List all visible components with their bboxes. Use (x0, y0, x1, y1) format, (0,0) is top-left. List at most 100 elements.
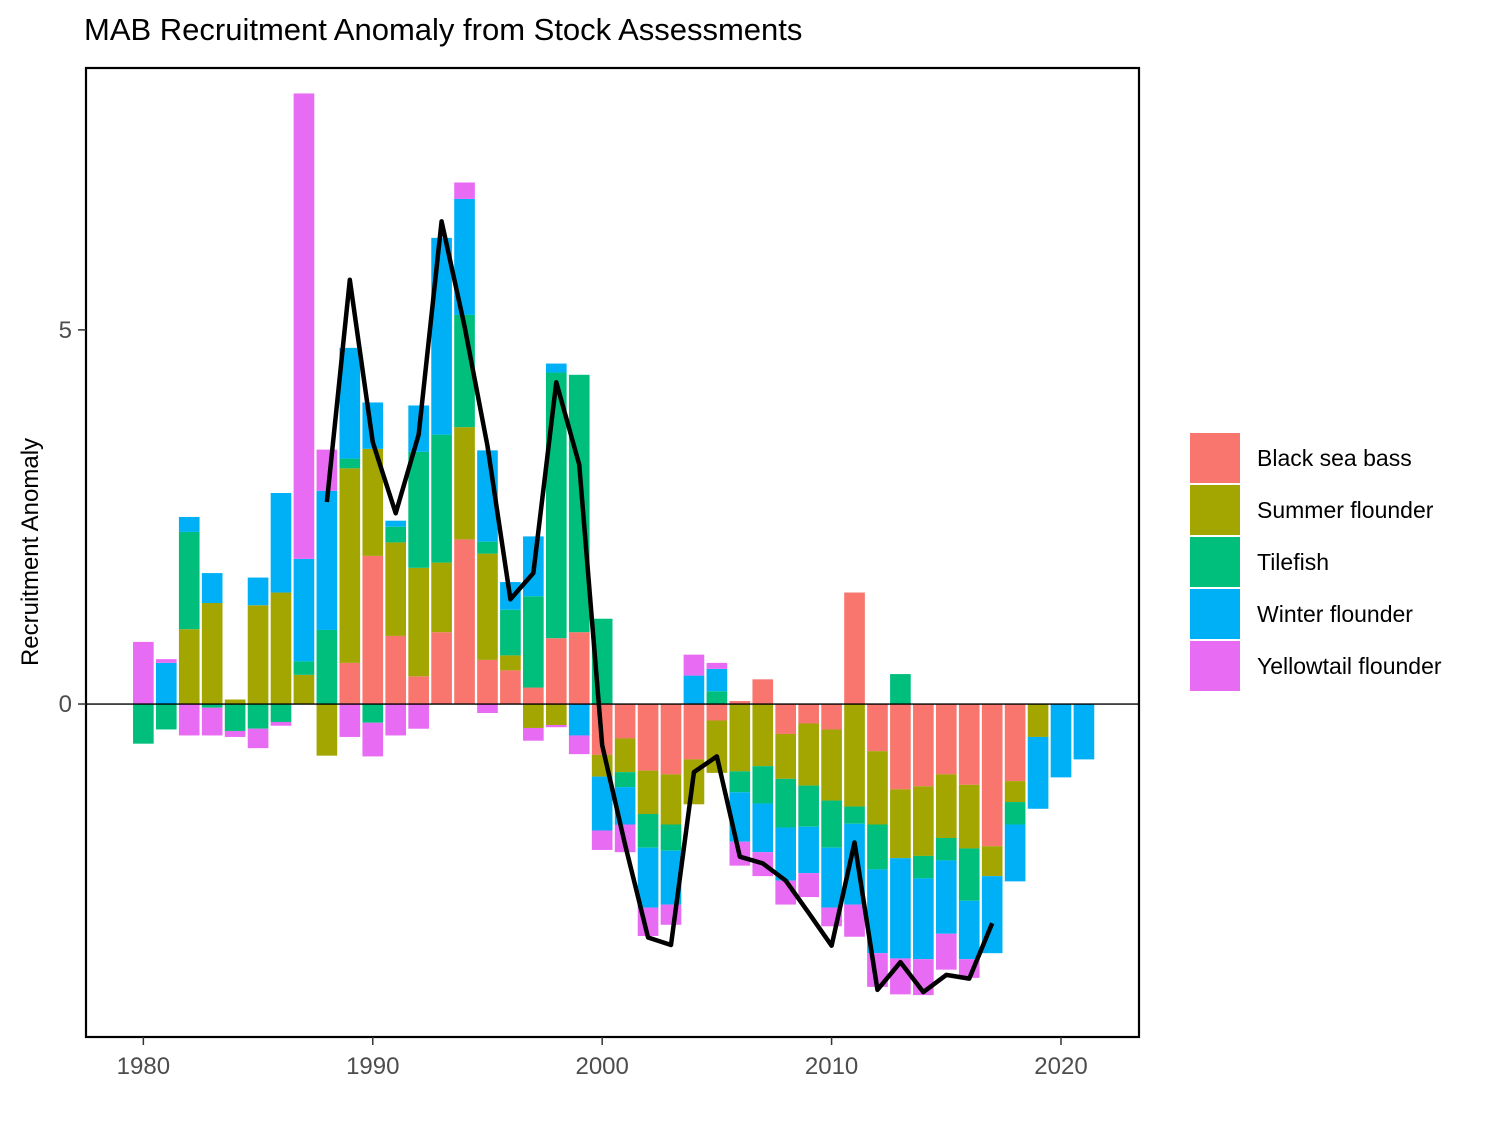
y-tick-label-0: 0 (59, 691, 72, 718)
bar-summer-flounder-1990 (362, 448, 384, 556)
bars-layer (133, 93, 1095, 996)
bar-winter-flounder-2013 (890, 858, 911, 959)
bar-yellowtail-flounder-1985 (247, 728, 269, 749)
bar-tilefish-2008 (775, 778, 797, 828)
bar-winter-flounder-2018 (1004, 824, 1026, 882)
bar-winter-flounder-1994 (454, 198, 475, 315)
bar-yellowtail-flounder-2005 (706, 662, 728, 669)
bar-tilefish-2011 (844, 806, 865, 824)
total-anomaly-line (324, 219, 995, 995)
bar-winter-flounder-2015 (935, 860, 957, 934)
bar-winter-flounder-2005 (706, 668, 728, 692)
bar-black-sea-bass-2004 (683, 704, 705, 760)
bar-tilefish-1988 (316, 629, 338, 705)
bar-yellowtail-flounder-1982 (178, 704, 200, 736)
bar-yellowtail-flounder-1998 (545, 724, 567, 728)
bar-tilefish-2018 (1004, 802, 1026, 825)
bar-black-sea-bass-1998 (545, 638, 567, 705)
y-tick-label-5: 5 (59, 317, 72, 344)
bar-tilefish-1995 (477, 541, 498, 554)
bar-black-sea-bass-2018 (1004, 704, 1026, 782)
chart-title: MAB Recruitment Anomaly from Stock Asses… (84, 12, 803, 47)
bar-winter-flounder-2007 (752, 803, 774, 853)
bar-summer-flounder-1986 (270, 592, 292, 705)
bar-winter-flounder-2000 (591, 776, 613, 831)
legend: Black sea bass Summer flounder Tilefish Win… (1190, 433, 1442, 691)
bar-yellowtail-flounder-1995 (477, 704, 498, 714)
bar-winter-flounder-1999 (568, 704, 590, 736)
bar-summer-flounder-1993 (431, 562, 452, 633)
bar-summer-flounder-1983 (201, 603, 223, 705)
legend-key-yellowtail-flounder (1190, 641, 1240, 691)
bar-tilefish-1990 (362, 704, 384, 723)
bar-tilefish-1992 (408, 451, 429, 568)
axes-layer: 1980 1990 2000 2010 2020 0 5 (59, 317, 1088, 1080)
bar-summer-flounder-1994 (454, 427, 475, 540)
bar-summer-flounder-2013 (890, 789, 911, 859)
bar-winter-flounder-1988 (316, 490, 338, 630)
bar-black-sea-bass-2016 (958, 704, 980, 785)
bar-summer-flounder-2007 (752, 704, 774, 767)
bar-yellowtail-flounder-1984 (224, 730, 246, 737)
bar-yellowtail-flounder-2000 (591, 830, 613, 850)
bar-summer-flounder-2001 (614, 738, 636, 773)
bar-black-sea-bass-2010 (821, 704, 842, 730)
legend-key-black-sea-bass (1190, 433, 1240, 483)
bar-tilefish-2003 (660, 824, 682, 851)
x-tick-label-2000: 2000 (575, 1053, 628, 1080)
bar-black-sea-bass-2017 (981, 704, 1003, 847)
bar-yellowtail-flounder-1989 (339, 704, 361, 737)
bar-yellowtail-flounder-2009 (798, 873, 819, 898)
bar-summer-flounder-2018 (1004, 781, 1026, 803)
bar-winter-flounder-2020 (1050, 704, 1072, 778)
bar-winter-flounder-1987 (293, 558, 315, 662)
bar-tilefish-1987 (293, 661, 315, 675)
total-line-layer (324, 219, 995, 995)
bar-black-sea-bass-2005 (706, 704, 728, 721)
bar-tilefish-2007 (752, 766, 774, 804)
bar-tilefish-2002 (637, 814, 659, 848)
bar-tilefish-2009 (798, 785, 819, 827)
bar-yellowtail-flounder-1983 (201, 707, 223, 736)
bar-winter-flounder-2008 (775, 827, 797, 881)
bar-black-sea-bass-1994 (454, 539, 475, 705)
bar-summer-flounder-1992 (408, 567, 429, 677)
bar-winter-flounder-2012 (867, 869, 888, 954)
bar-tilefish-2005 (706, 691, 728, 705)
bar-black-sea-bass-2012 (867, 704, 888, 752)
bar-yellowtail-flounder-1991 (385, 704, 407, 736)
bar-tilefish-1996 (500, 609, 521, 656)
bar-tilefish-2001 (614, 772, 636, 788)
bar-black-sea-bass-2002 (637, 704, 659, 771)
bar-summer-flounder-1985 (247, 605, 269, 705)
plot-panel-border (84, 66, 1141, 1039)
bar-black-sea-bass-1996 (500, 670, 521, 705)
bar-winter-flounder-1998 (545, 363, 567, 373)
bar-summer-flounder-1997 (523, 704, 544, 728)
bar-yellowtail-flounder-1997 (523, 727, 544, 741)
legend-key-summer-flounder (1190, 485, 1240, 535)
legend-label-summer-flounder: Summer flounder (1257, 497, 1434, 523)
bar-winter-flounder-2014 (913, 878, 934, 960)
bar-summer-flounder-2009 (798, 723, 819, 786)
bar-yellowtail-flounder-1992 (408, 704, 429, 729)
bar-summer-flounder-2003 (660, 774, 682, 825)
bar-yellowtail-flounder-1990 (362, 722, 384, 757)
bar-summer-flounder-2016 (958, 784, 980, 849)
bar-black-sea-bass-2014 (913, 704, 934, 787)
bar-black-sea-bass-2007 (752, 679, 774, 705)
bar-winter-flounder-2004 (683, 675, 705, 705)
bar-tilefish-1997 (523, 596, 544, 688)
bar-yellowtail-flounder-1987 (293, 93, 315, 559)
bar-summer-flounder-2008 (775, 733, 797, 779)
bar-yellowtail-flounder-2015 (935, 933, 957, 970)
bar-summer-flounder-2011 (844, 704, 865, 807)
bar-black-sea-bass-2006 (729, 701, 751, 705)
bar-tilefish-1999 (568, 374, 590, 633)
bar-summer-flounder-1984 (224, 699, 246, 705)
bar-yellowtail-flounder-1986 (270, 721, 292, 726)
bar-summer-flounder-1987 (293, 674, 315, 705)
y-axis-title: Recruitment Anomaly (17, 438, 44, 666)
bar-summer-flounder-2010 (821, 729, 842, 801)
legend-label-tilefish: Tilefish (1257, 549, 1329, 575)
